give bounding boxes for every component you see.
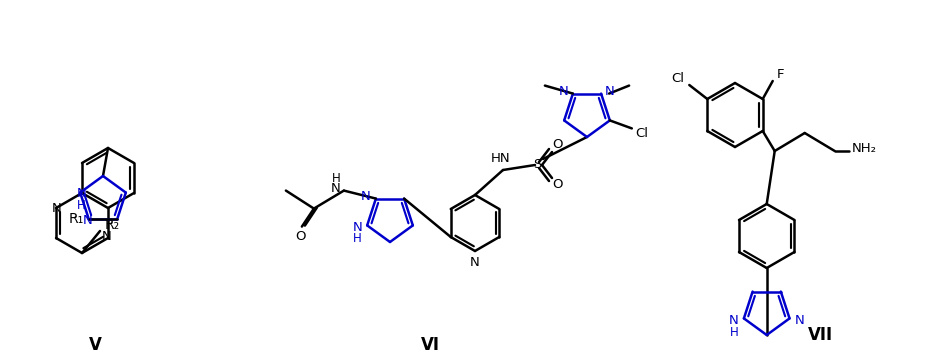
Text: R₁: R₁ (68, 213, 83, 226)
Text: O: O (553, 178, 563, 191)
Text: NH₂: NH₂ (852, 142, 877, 155)
Text: H: H (353, 232, 361, 245)
Text: N: N (83, 214, 93, 227)
Text: S: S (533, 158, 541, 171)
Text: H: H (77, 199, 85, 212)
Text: N: N (729, 314, 738, 327)
Text: HN: HN (491, 151, 511, 165)
Text: Cl: Cl (671, 72, 684, 86)
Text: N: N (52, 202, 62, 215)
Text: N: N (794, 314, 805, 327)
Text: N: N (605, 85, 615, 98)
Text: O: O (553, 138, 563, 151)
Text: F: F (777, 68, 784, 82)
Text: V: V (88, 336, 101, 354)
Text: N: N (353, 221, 362, 234)
Text: H: H (332, 172, 340, 185)
Text: O: O (296, 230, 306, 243)
Text: N: N (331, 182, 340, 195)
Text: Cl: Cl (635, 127, 648, 140)
Text: N: N (102, 230, 112, 244)
Text: N: N (76, 187, 86, 200)
Text: H: H (730, 326, 738, 339)
Text: VI: VI (421, 336, 440, 354)
Text: N: N (559, 85, 569, 98)
Text: N: N (361, 190, 371, 203)
Text: VII: VII (808, 326, 832, 344)
Text: R₂: R₂ (104, 218, 119, 232)
Text: N: N (470, 257, 480, 269)
